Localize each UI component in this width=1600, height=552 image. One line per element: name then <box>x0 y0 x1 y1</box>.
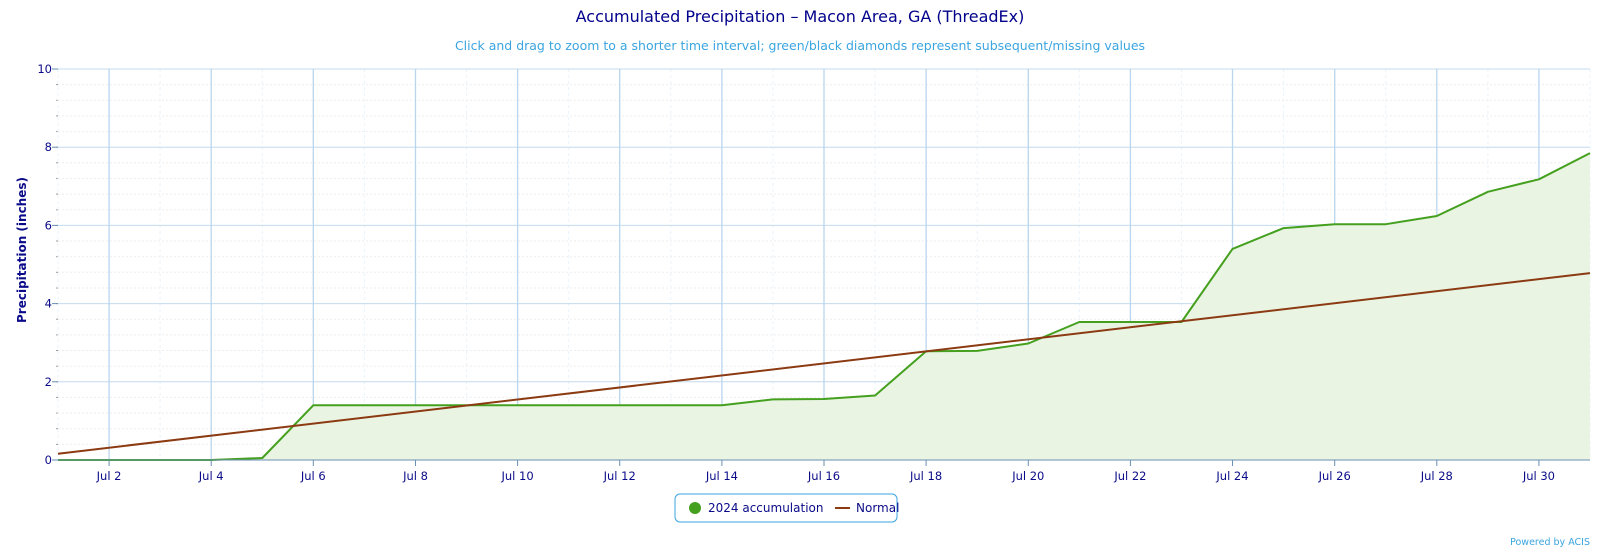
data-point-2024-accumulation[interactable] <box>615 400 625 410</box>
chart-subtitle: Click and drag to zoom to a shorter time… <box>455 38 1145 53</box>
y-tick-label: 10 <box>37 62 52 76</box>
data-point-2024-accumulation[interactable] <box>1483 187 1493 197</box>
y-tick-label: 0 <box>45 453 52 467</box>
data-point-2024-accumulation[interactable] <box>1432 211 1442 221</box>
legend-label-normal: Normal <box>856 501 899 515</box>
x-tick-label: Jul 14 <box>705 469 738 483</box>
legend-box <box>674 493 898 523</box>
data-point-2024-accumulation[interactable] <box>1125 317 1135 327</box>
x-tick-label: Jul 20 <box>1011 469 1044 483</box>
data-point-2024-accumulation[interactable] <box>411 400 421 410</box>
x-tick-label: Jul 28 <box>1420 469 1453 483</box>
data-point-2024-accumulation[interactable] <box>1228 244 1238 254</box>
y-axis-label: Precipitation (inches) <box>15 177 29 323</box>
plot-area-fill <box>58 153 1590 460</box>
legend-item-normal[interactable]: Normal <box>835 501 899 515</box>
data-point-2024-accumulation[interactable] <box>1330 219 1340 229</box>
chart-title: Accumulated Precipitation – Macon Area, … <box>576 7 1025 26</box>
legend-marker-2024-accumulation <box>689 502 701 514</box>
series-line-normal[interactable] <box>57 272 1591 455</box>
data-point-2024-accumulation[interactable] <box>1585 148 1595 158</box>
x-tick-label: Jul 18 <box>909 469 942 483</box>
x-tick-label: Jul 2 <box>96 469 122 483</box>
x-tick-label: Jul 8 <box>402 469 428 483</box>
x-tick-label: Jul 30 <box>1522 469 1555 483</box>
x-tick-label: Jul 10 <box>501 469 534 483</box>
data-point-2024-accumulation[interactable] <box>564 400 574 410</box>
x-tick-label: Jul 6 <box>300 469 326 483</box>
data-point-2024-accumulation[interactable] <box>717 400 727 410</box>
x-tick-label: Jul 26 <box>1318 469 1351 483</box>
powered-by-acis-link[interactable]: Powered by ACIS <box>1510 537 1590 548</box>
y-tick-label: 8 <box>45 140 52 154</box>
y-tick-labels: 0 2 4 6 8 10 <box>37 62 52 467</box>
legend-item-2024-accumulation[interactable]: 2024 accumulation <box>689 501 823 515</box>
x-tick-label: Jul 12 <box>603 469 636 483</box>
y-tick-label: 4 <box>45 297 52 311</box>
data-point-2024-accumulation[interactable] <box>1074 317 1084 327</box>
data-point-2024-accumulation[interactable] <box>870 391 880 401</box>
x-tick-labels: Jul 2 Jul 4 Jul 6 Jul 8 Jul 10 Jul 12 Jul 14 Ju… <box>96 469 1555 483</box>
data-point-2024-accumulation[interactable] <box>308 400 318 410</box>
x-tick-label: Jul 4 <box>198 469 224 483</box>
data-point-2024-accumulation[interactable] <box>768 394 778 404</box>
data-point-2024-accumulation[interactable] <box>513 400 523 410</box>
data-point-2024-accumulation[interactable] <box>1534 174 1544 184</box>
data-point-2024-accumulation[interactable] <box>1381 219 1391 229</box>
x-tick-label: Jul 22 <box>1113 469 1146 483</box>
x-tick-label: Jul 24 <box>1215 469 1248 483</box>
data-point-2024-accumulation[interactable] <box>819 394 829 404</box>
legend: 2024 accumulation Normal <box>674 493 899 523</box>
data-point-2024-accumulation[interactable] <box>359 400 369 410</box>
legend-label-2024-accumulation: 2024 accumulation <box>708 501 823 515</box>
data-point-2024-accumulation[interactable] <box>972 346 982 356</box>
y-tick-label: 2 <box>45 375 52 389</box>
series-line-2024-accumulation[interactable] <box>58 152 1591 461</box>
data-point-2024-accumulation[interactable] <box>1279 223 1289 233</box>
series-area-2024-accumulation <box>58 153 1590 460</box>
series-lines <box>57 148 1595 463</box>
data-point-2024-accumulation[interactable] <box>257 453 267 463</box>
data-point-2024-accumulation[interactable] <box>666 400 676 410</box>
x-tick-label: Jul 16 <box>807 469 840 483</box>
y-tick-label: 6 <box>45 218 52 232</box>
